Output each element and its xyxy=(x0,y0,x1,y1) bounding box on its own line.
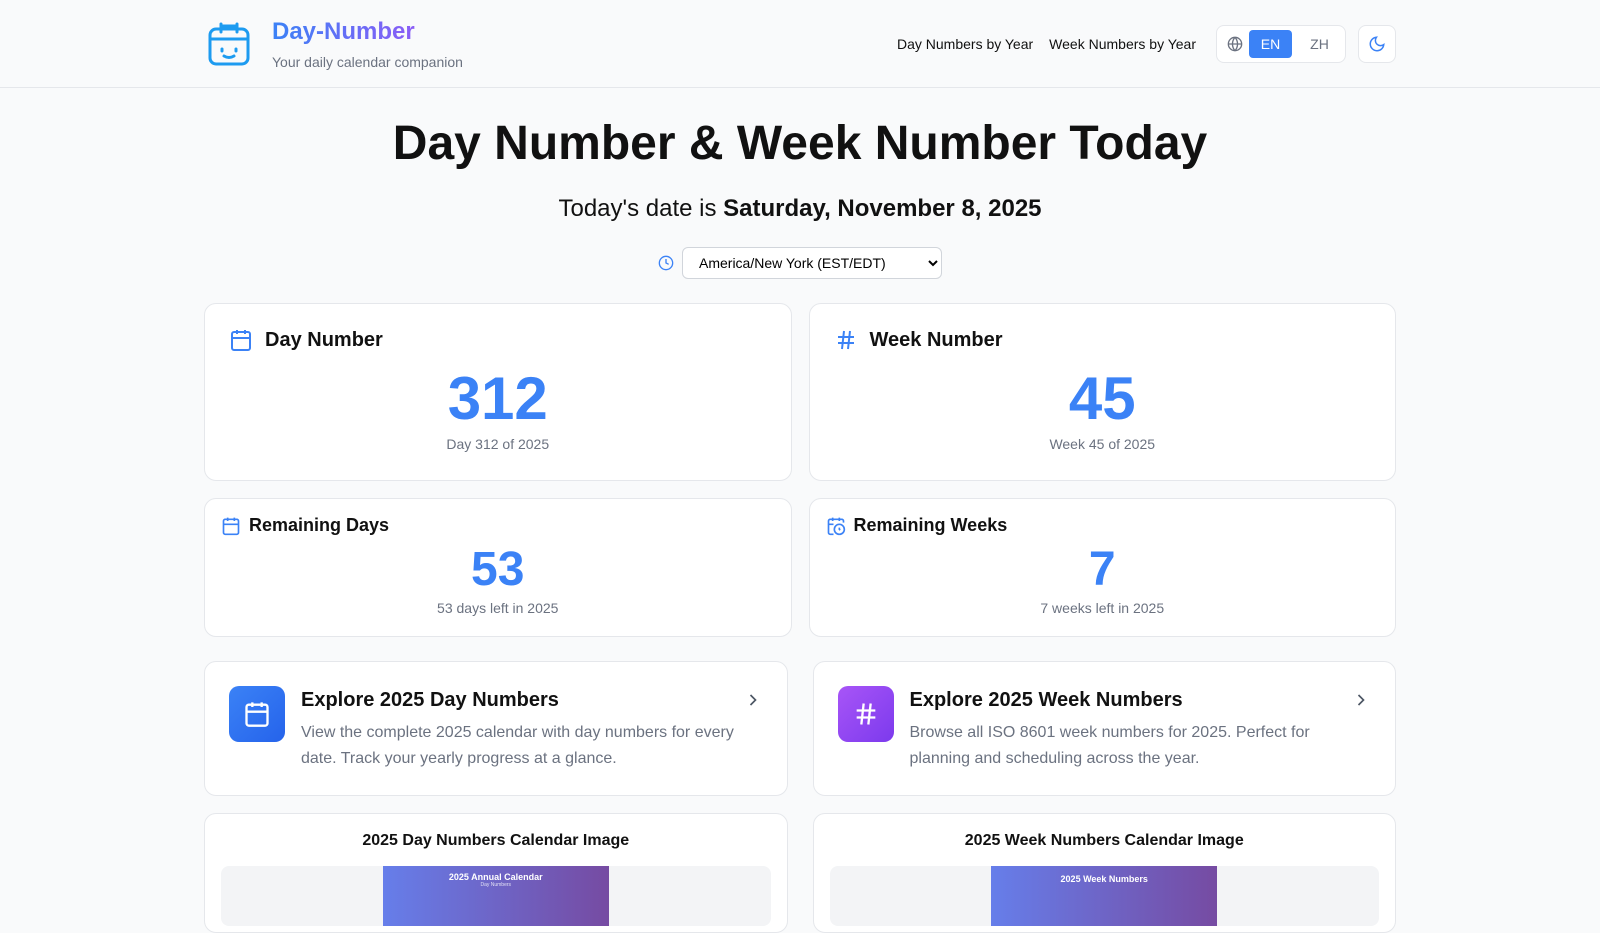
remaining-days-value: 53 xyxy=(471,543,525,596)
nav-week-numbers[interactable]: Week Numbers by Year xyxy=(1049,36,1196,52)
globe-icon xyxy=(1227,36,1243,52)
calendar-clock-icon xyxy=(827,517,845,535)
brand-name[interactable]: Day-Number xyxy=(272,18,415,45)
chevron-right-icon xyxy=(1357,694,1365,706)
page-title: Day Number & Week Number Today xyxy=(392,117,1208,170)
explore-day-numbers-card[interactable]: Explore 2025 Day Numbers View the complet… xyxy=(204,661,788,796)
card-title: Remaining Weeks xyxy=(853,515,1008,535)
tagline: Your daily calendar companion xyxy=(272,54,463,70)
calendar-smile-logo-icon[interactable] xyxy=(207,21,251,67)
lang-en-button[interactable]: EN xyxy=(1249,30,1292,58)
day-calendar-image-card: 2025 Day Numbers Calendar Image 2025 Ann… xyxy=(204,813,788,933)
week-number-sub: Week 45 of 2025 xyxy=(1049,436,1156,452)
week-number-card: Week Number 45 Week 45 of 2025 xyxy=(808,303,1396,481)
day-number-sub: Day 312 of 2025 xyxy=(446,436,550,452)
pic-title: 2025 Week Numbers xyxy=(1060,874,1148,884)
week-number-value: 45 xyxy=(1068,365,1136,432)
language-switcher: EN ZH xyxy=(1216,25,1346,63)
moon-icon xyxy=(1369,36,1385,52)
nav-day-numbers[interactable]: Day Numbers by Year xyxy=(896,36,1034,52)
calendar-icon xyxy=(231,330,251,351)
pic-sub: Day Numbers xyxy=(480,882,512,888)
today-prefix: Today's date is xyxy=(558,195,724,222)
day-number-card: Day Number 312 Day 312 of 2025 xyxy=(204,303,792,481)
remaining-weeks-sub: 7 weeks left in 2025 xyxy=(1040,600,1165,616)
explore-desc: View the complete 2025 calendar with day… xyxy=(301,724,734,767)
week-calendar-image-card: 2025 Week Numbers Calendar Image 2025 We… xyxy=(812,813,1396,933)
card-title: Week Number xyxy=(869,328,1003,351)
chevron-right-icon xyxy=(749,694,757,706)
week-calendar-image[interactable]: 2025 Week Numbers xyxy=(991,866,1218,926)
remaining-weeks-value: 7 xyxy=(1088,543,1116,596)
card-title: Day Number xyxy=(265,328,383,351)
image-card-title: 2025 Week Numbers Calendar Image xyxy=(964,832,1244,849)
remaining-days-card: Remaining Days 53 53 days left in 2025 xyxy=(204,498,792,637)
hash-icon xyxy=(837,330,854,350)
clock-icon xyxy=(658,255,674,271)
header: Day-Number Your daily calendar companion… xyxy=(0,0,1600,88)
dark-mode-button[interactable] xyxy=(1358,25,1396,63)
day-number-value: 312 xyxy=(447,365,548,432)
explore-week-numbers-card[interactable]: Explore 2025 Week Numbers Browse all ISO … xyxy=(812,661,1396,796)
today-date: Saturday, November 8, 2025 xyxy=(723,195,1042,222)
day-calendar-image[interactable]: 2025 Annual Calendar Day Numbers xyxy=(382,866,609,926)
today-date-line: Today's date is Saturday, November 8, 20… xyxy=(0,195,1600,223)
explore-title: Explore 2025 Day Numbers xyxy=(301,689,559,711)
remaining-weeks-card: Remaining Weeks 7 7 weeks left in 2025 xyxy=(808,498,1396,637)
calendar-icon xyxy=(229,686,285,742)
remaining-days-sub: 53 days left in 2025 xyxy=(437,600,559,616)
lang-zh-button[interactable]: ZH xyxy=(1310,36,1329,52)
hash-icon xyxy=(837,686,894,742)
explore-desc: Browse all ISO 8601 week numbers for 202… xyxy=(909,724,1310,767)
image-card-title: 2025 Day Numbers Calendar Image xyxy=(362,832,630,849)
timezone-select[interactable]: America/New York (EST/EDT) xyxy=(682,247,942,279)
calendar-icon xyxy=(222,517,240,535)
explore-title: Explore 2025 Week Numbers xyxy=(909,689,1183,711)
card-title: Remaining Days xyxy=(249,515,390,535)
pic-title: 2025 Annual Calendar xyxy=(448,872,543,882)
